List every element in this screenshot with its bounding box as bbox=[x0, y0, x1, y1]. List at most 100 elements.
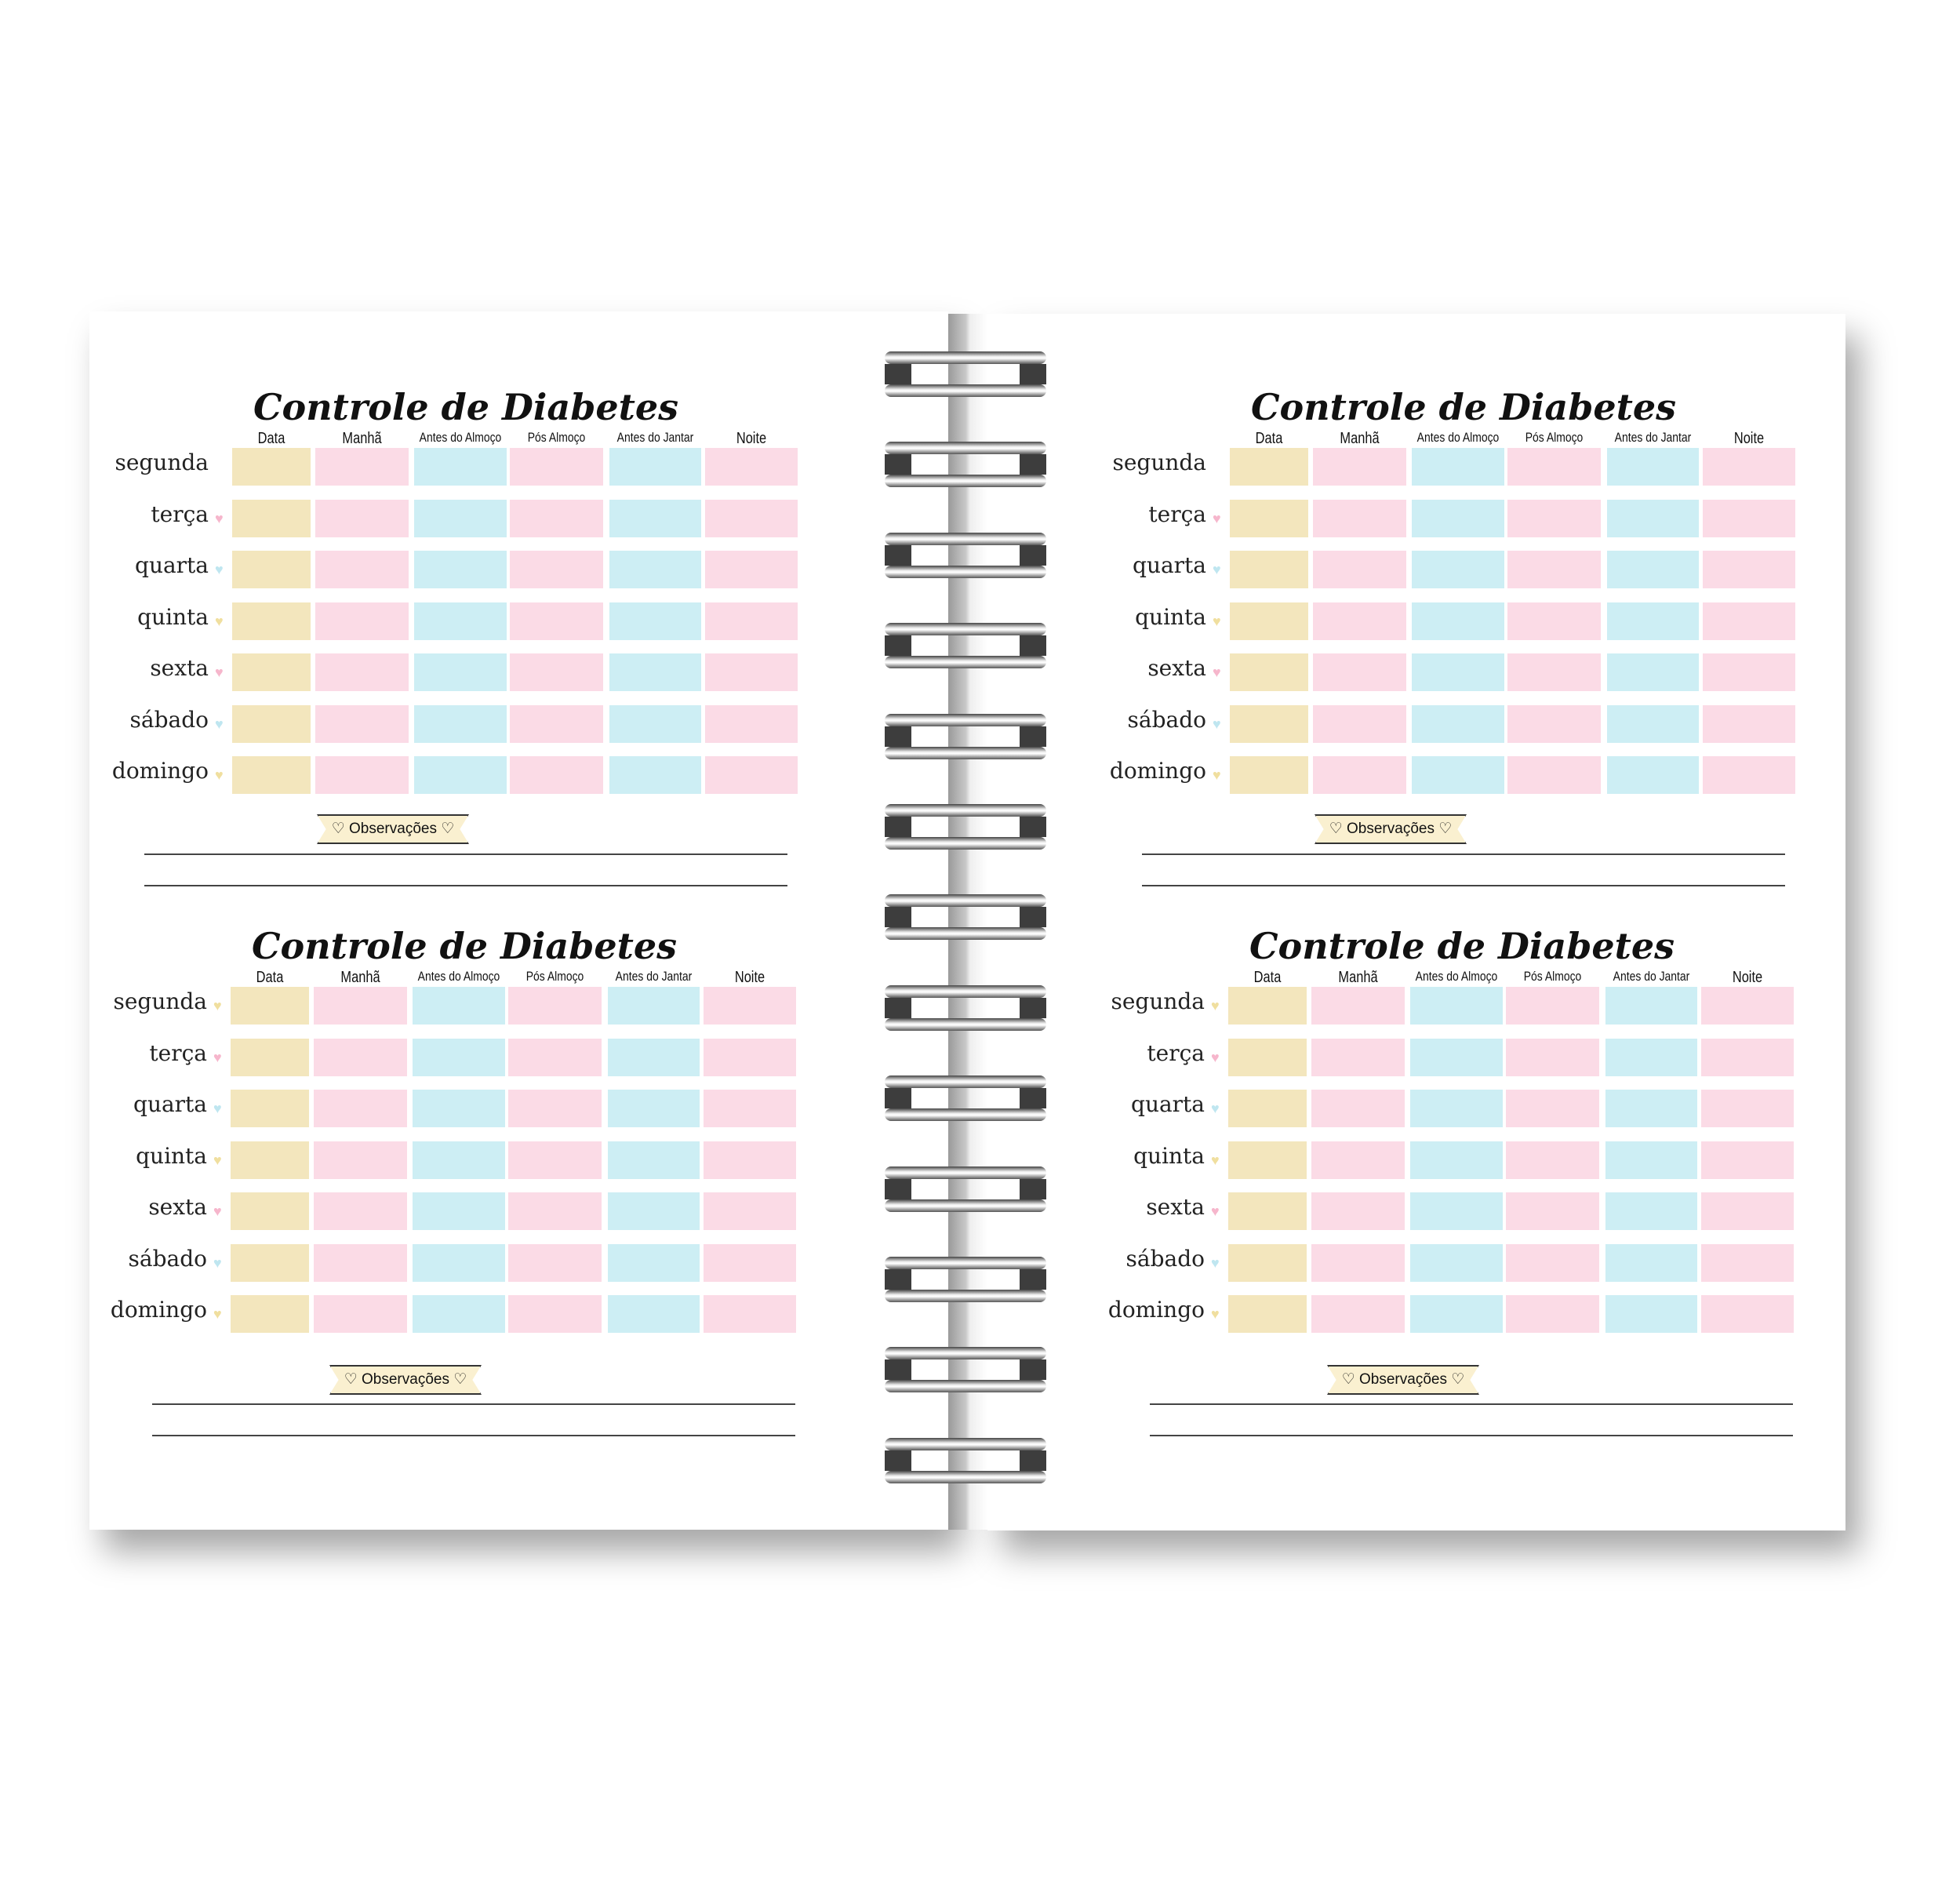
entry-cell-manhã[interactable] bbox=[314, 987, 407, 1025]
entry-cell-antes-do-almoço[interactable] bbox=[413, 1090, 505, 1127]
entry-cell-noite[interactable] bbox=[1703, 602, 1795, 640]
entry-cell-noite[interactable] bbox=[1701, 1192, 1794, 1230]
entry-cell-pós-almoço[interactable] bbox=[1506, 1038, 1599, 1076]
entry-cell-manhã[interactable] bbox=[315, 499, 409, 537]
entry-cell-data[interactable] bbox=[1228, 987, 1307, 1025]
entry-cell-antes-do-jantar[interactable] bbox=[609, 448, 701, 486]
entry-cell-antes-do-jantar[interactable] bbox=[608, 1141, 700, 1179]
entry-cell-data[interactable] bbox=[1230, 653, 1308, 691]
entry-cell-manhã[interactable] bbox=[315, 448, 409, 486]
entry-cell-pós-almoço[interactable] bbox=[1506, 1090, 1599, 1127]
entry-cell-data[interactable] bbox=[231, 1038, 309, 1076]
entry-cell-noite[interactable] bbox=[705, 756, 798, 794]
entry-cell-manhã[interactable] bbox=[314, 1192, 407, 1230]
entry-cell-antes-do-almoço[interactable] bbox=[413, 1141, 505, 1179]
entry-cell-antes-do-almoço[interactable] bbox=[1412, 756, 1504, 794]
entry-cell-antes-do-jantar[interactable] bbox=[1605, 1243, 1697, 1282]
entry-cell-manhã[interactable] bbox=[314, 1141, 407, 1179]
entry-cell-antes-do-jantar[interactable] bbox=[1605, 1295, 1697, 1333]
entry-cell-noite[interactable] bbox=[1701, 987, 1794, 1025]
entry-cell-manhã[interactable] bbox=[1313, 756, 1406, 794]
observation-line[interactable] bbox=[144, 885, 787, 886]
entry-cell-pós-almoço[interactable] bbox=[1506, 987, 1599, 1025]
entry-cell-antes-do-almoço[interactable] bbox=[1412, 499, 1504, 537]
entry-cell-pós-almoço[interactable] bbox=[510, 499, 603, 537]
entry-cell-pós-almoço[interactable] bbox=[1507, 704, 1601, 743]
entry-cell-manhã[interactable] bbox=[1311, 1243, 1405, 1282]
entry-cell-noite[interactable] bbox=[1701, 1295, 1794, 1333]
entry-cell-data[interactable] bbox=[231, 1090, 309, 1127]
entry-cell-pós-almoço[interactable] bbox=[1506, 1295, 1599, 1333]
entry-cell-noite[interactable] bbox=[1701, 1243, 1794, 1282]
entry-cell-antes-do-almoço[interactable] bbox=[1412, 653, 1504, 691]
entry-cell-manhã[interactable] bbox=[314, 1243, 407, 1282]
entry-cell-antes-do-almoço[interactable] bbox=[414, 602, 507, 640]
entry-cell-antes-do-almoço[interactable] bbox=[1410, 987, 1503, 1025]
entry-cell-antes-do-almoço[interactable] bbox=[1412, 551, 1504, 588]
entry-cell-data[interactable] bbox=[1228, 1090, 1307, 1127]
entry-cell-manhã[interactable] bbox=[1311, 1038, 1405, 1076]
entry-cell-antes-do-almoço[interactable] bbox=[413, 987, 505, 1025]
entry-cell-data[interactable] bbox=[232, 448, 311, 486]
entry-cell-data[interactable] bbox=[232, 756, 311, 794]
entry-cell-pós-almoço[interactable] bbox=[508, 1192, 602, 1230]
entry-cell-antes-do-jantar[interactable] bbox=[609, 756, 701, 794]
entry-cell-noite[interactable] bbox=[705, 704, 798, 743]
entry-cell-antes-do-almoço[interactable] bbox=[1412, 448, 1504, 486]
entry-cell-data[interactable] bbox=[232, 653, 311, 691]
entry-cell-antes-do-jantar[interactable] bbox=[1607, 653, 1699, 691]
entry-cell-antes-do-almoço[interactable] bbox=[413, 1243, 505, 1282]
entry-cell-pós-almoço[interactable] bbox=[510, 756, 603, 794]
entry-cell-noite[interactable] bbox=[1703, 756, 1795, 794]
entry-cell-antes-do-almoço[interactable] bbox=[1412, 602, 1504, 640]
entry-cell-noite[interactable] bbox=[704, 1192, 796, 1230]
entry-cell-pós-almoço[interactable] bbox=[510, 704, 603, 743]
entry-cell-noite[interactable] bbox=[704, 1243, 796, 1282]
entry-cell-pós-almoço[interactable] bbox=[1507, 653, 1601, 691]
entry-cell-manhã[interactable] bbox=[315, 551, 409, 588]
entry-cell-pós-almoço[interactable] bbox=[1507, 448, 1601, 486]
entry-cell-data[interactable] bbox=[1228, 1141, 1307, 1179]
entry-cell-noite[interactable] bbox=[1703, 448, 1795, 486]
entry-cell-antes-do-jantar[interactable] bbox=[1607, 602, 1699, 640]
entry-cell-antes-do-jantar[interactable] bbox=[1605, 1192, 1697, 1230]
observation-line[interactable] bbox=[144, 853, 787, 855]
entry-cell-noite[interactable] bbox=[705, 499, 798, 537]
entry-cell-antes-do-almoço[interactable] bbox=[1410, 1141, 1503, 1179]
entry-cell-pós-almoço[interactable] bbox=[1507, 499, 1601, 537]
entry-cell-noite[interactable] bbox=[1703, 499, 1795, 537]
entry-cell-antes-do-jantar[interactable] bbox=[1605, 1141, 1697, 1179]
entry-cell-data[interactable] bbox=[1228, 1295, 1307, 1333]
entry-cell-pós-almoço[interactable] bbox=[1506, 1192, 1599, 1230]
observation-line[interactable] bbox=[1142, 853, 1785, 855]
entry-cell-data[interactable] bbox=[231, 1295, 309, 1333]
entry-cell-data[interactable] bbox=[1230, 704, 1308, 743]
observation-line[interactable] bbox=[1150, 1403, 1793, 1405]
entry-cell-data[interactable] bbox=[1230, 551, 1308, 588]
entry-cell-data[interactable] bbox=[1228, 1192, 1307, 1230]
entry-cell-antes-do-almoço[interactable] bbox=[414, 551, 507, 588]
entry-cell-noite[interactable] bbox=[704, 1090, 796, 1127]
entry-cell-data[interactable] bbox=[231, 1243, 309, 1282]
entry-cell-antes-do-jantar[interactable] bbox=[609, 704, 701, 743]
entry-cell-manhã[interactable] bbox=[1313, 551, 1406, 588]
entry-cell-manhã[interactable] bbox=[314, 1090, 407, 1127]
entry-cell-noite[interactable] bbox=[1703, 551, 1795, 588]
entry-cell-data[interactable] bbox=[231, 1141, 309, 1179]
entry-cell-antes-do-jantar[interactable] bbox=[609, 551, 701, 588]
entry-cell-data[interactable] bbox=[1228, 1243, 1307, 1282]
entry-cell-pós-almoço[interactable] bbox=[508, 1090, 602, 1127]
entry-cell-data[interactable] bbox=[1230, 602, 1308, 640]
entry-cell-pós-almoço[interactable] bbox=[508, 1038, 602, 1076]
entry-cell-antes-do-jantar[interactable] bbox=[609, 653, 701, 691]
entry-cell-manhã[interactable] bbox=[315, 602, 409, 640]
entry-cell-noite[interactable] bbox=[1701, 1038, 1794, 1076]
entry-cell-pós-almoço[interactable] bbox=[508, 987, 602, 1025]
entry-cell-manhã[interactable] bbox=[1311, 987, 1405, 1025]
entry-cell-manhã[interactable] bbox=[315, 704, 409, 743]
entry-cell-antes-do-almoço[interactable] bbox=[1410, 1295, 1503, 1333]
entry-cell-manhã[interactable] bbox=[1313, 602, 1406, 640]
entry-cell-antes-do-almoço[interactable] bbox=[414, 448, 507, 486]
entry-cell-antes-do-jantar[interactable] bbox=[608, 1295, 700, 1333]
entry-cell-antes-do-jantar[interactable] bbox=[608, 1243, 700, 1282]
